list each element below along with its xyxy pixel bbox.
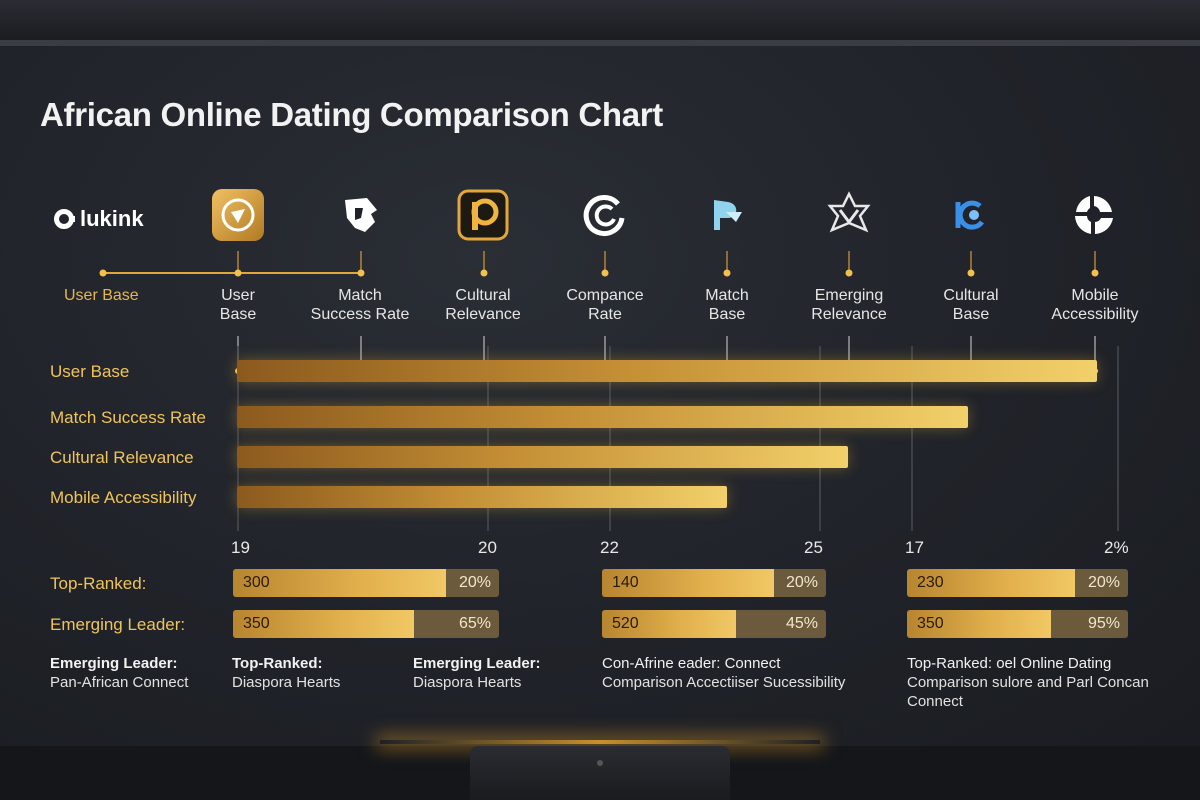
monitor-stand <box>470 746 730 800</box>
timeline-dot-5 <box>723 269 731 277</box>
footnote-1: Top-Ranked: Diaspora Hearts <box>232 654 340 692</box>
chart-title: African Online Dating Comparison Chart <box>40 96 663 133</box>
stat-pill-fill <box>602 569 775 597</box>
timeline-dot-2 <box>357 269 365 277</box>
tick-label-3: 25 <box>804 538 823 557</box>
stat-pill-1-0: 140 20% <box>602 569 826 597</box>
stat-percent: 65% <box>458 615 491 632</box>
footnote-4: Top-Ranked: oel Online Dating Comparison… <box>907 654 1157 711</box>
compass-app-icon[interactable] <box>211 188 265 242</box>
stat-row-label-0: Top-Ranked: <box>50 574 147 593</box>
monitor-bezel-line <box>0 40 1200 46</box>
footnote-3: Con-Afrine eader: Connect Comparison Acc… <box>602 654 892 692</box>
column-label-5: Match Base <box>705 287 749 323</box>
column-label-6: Emerging Relevance <box>811 287 887 323</box>
lukink-logo: lukink <box>54 206 144 232</box>
footnote-4-title: Top-Ranked: oel Online Dating <box>907 655 1112 672</box>
stat-percent: 20% <box>785 574 818 591</box>
timeline-dot-8 <box>1091 269 1099 277</box>
stat-number: 300 <box>243 574 270 591</box>
footnote-1-text: Diaspora Hearts <box>232 674 341 691</box>
footnote-0-text: Pan-African Connect <box>50 674 189 691</box>
stat-pill-fill <box>602 610 737 638</box>
bar-label-3: Mobile Accessibility <box>50 488 197 507</box>
stat-pill-fill <box>907 569 1075 597</box>
tick-label-1: 20 <box>478 538 497 557</box>
timeline-dot-4 <box>601 269 609 277</box>
timeline-dot-0 <box>99 269 107 277</box>
swirl-icon[interactable] <box>1067 188 1121 242</box>
stat-pill-2-1: 350 95% <box>907 610 1128 638</box>
star-badge-icon[interactable] <box>822 188 876 242</box>
footnote-3-text: Comparison Accectiiser Sucessibility <box>602 674 846 691</box>
column-label-2: Match Success Rate <box>310 287 410 323</box>
stat-pill-fill <box>233 610 414 638</box>
tick-label-5: 2% <box>1104 538 1129 557</box>
footnote-0-title: Emerging Leader: <box>50 655 178 672</box>
bar-label-0: User Base <box>50 362 130 381</box>
footnote-4-text: Comparison sulore and Parl Concan Connec… <box>907 674 1149 710</box>
stat-row-label-1: Emerging Leader: <box>50 615 186 634</box>
stat-number: 520 <box>612 615 639 632</box>
stat-percent: 20% <box>1087 574 1120 591</box>
bar-1 <box>237 406 968 428</box>
stat-number: 350 <box>917 615 944 632</box>
footnote-3-title: Con-Afrine eader: Connect <box>602 655 781 672</box>
footnote-1-title: Top-Ranked: <box>232 655 323 672</box>
timeline-dot-1 <box>234 269 242 277</box>
lukink-logo-icon <box>54 209 75 229</box>
bar-3 <box>237 486 728 508</box>
timeline-dot-3 <box>480 269 488 277</box>
lion-head-icon[interactable] <box>333 188 387 242</box>
monitor-top-bezel <box>0 0 1200 40</box>
logo-text: lukink <box>80 206 144 231</box>
column-label-3: Cultural Relevance <box>445 287 521 323</box>
footnote-2-title: Emerging Leader: <box>413 655 541 672</box>
column-label-4: Compance Rate <box>566 287 644 323</box>
timeline-dot-7 <box>967 269 975 277</box>
bar-2 <box>237 446 848 468</box>
column-label-1: User Base <box>219 287 257 323</box>
c-ring-icon[interactable] <box>578 188 632 242</box>
column-label-8: Mobile Accessibility <box>1051 287 1139 323</box>
screen: African Online Dating Comparison Chart l… <box>0 46 1200 746</box>
bar-0 <box>237 360 1097 382</box>
screen-glow <box>380 740 820 744</box>
stat-number: 230 <box>917 574 944 591</box>
footnote-0: Emerging Leader: Pan-African Connect <box>50 654 188 692</box>
stat-pill-0-0: 300 20% <box>233 569 499 597</box>
tick-label-0: 19 <box>231 538 250 557</box>
stat-number: 140 <box>612 574 639 591</box>
column-label-0: User Base <box>64 287 139 304</box>
p-arrow-icon[interactable] <box>700 188 754 242</box>
bar-label-2: Cultural Relevance <box>50 448 194 467</box>
stat-pill-fill <box>907 610 1051 638</box>
tick-label-2: 22 <box>600 538 619 557</box>
stat-pill-0-1: 350 65% <box>233 610 499 638</box>
stat-percent: 20% <box>458 574 491 591</box>
stat-number: 350 <box>243 615 270 632</box>
p-app-icon[interactable] <box>456 188 510 242</box>
stat-pill-1-1: 520 45% <box>602 610 826 638</box>
tick-label-4: 17 <box>905 538 924 557</box>
power-indicator <box>597 760 603 766</box>
b-ring-icon[interactable] <box>944 188 998 242</box>
footnote-2: Emerging Leader: Diaspora Hearts <box>413 654 541 692</box>
footnote-2-text: Diaspora Hearts <box>413 674 522 691</box>
timeline-dot-6 <box>845 269 853 277</box>
bar-label-1: Match Success Rate <box>50 408 206 427</box>
stat-percent: 45% <box>785 615 818 632</box>
stat-percent: 95% <box>1087 615 1120 632</box>
stat-pill-fill <box>233 569 446 597</box>
stat-pill-2-0: 230 20% <box>907 569 1128 597</box>
column-label-7: Cultural Base <box>943 287 999 323</box>
chart-svg <box>99 251 1119 531</box>
